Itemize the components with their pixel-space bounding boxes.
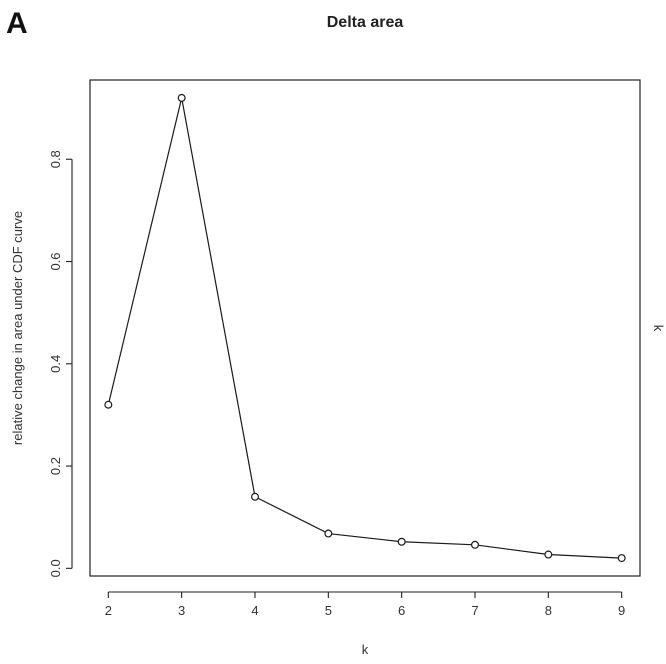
data-point xyxy=(471,540,480,549)
data-point xyxy=(324,529,333,538)
y-tick-label: 0.0 xyxy=(48,559,63,577)
data-point xyxy=(104,400,113,409)
x-axis: 2 3 4 5 6 7 8 9 xyxy=(105,591,625,618)
data-points xyxy=(104,93,626,563)
x-tick-label: 3 xyxy=(178,603,185,618)
x-tick-label: 6 xyxy=(398,603,405,618)
panel-label: A xyxy=(6,7,28,40)
data-point xyxy=(177,93,186,102)
x-tick-label: 7 xyxy=(471,603,478,618)
y-axis: 0.0 0.2 0.4 0.6 0.8 xyxy=(48,150,73,577)
x-tick-label: 2 xyxy=(105,603,112,618)
data-point xyxy=(251,492,260,501)
y-axis-label: relative change in area under CDF curve xyxy=(10,211,25,445)
y-tick-label: 0.8 xyxy=(48,150,63,168)
right-axis-label: k xyxy=(651,325,666,332)
y-tick-label: 0.4 xyxy=(48,355,63,373)
y-tick-label: 0.6 xyxy=(48,252,63,270)
series-line xyxy=(107,97,622,559)
plot-frame xyxy=(89,79,641,577)
x-tick-label: 4 xyxy=(251,603,258,618)
data-point xyxy=(544,550,553,559)
chart-title: Delta area xyxy=(327,14,404,31)
x-axis-label: k xyxy=(362,642,369,657)
x-tick-label: 9 xyxy=(618,603,625,618)
x-tick-label: 8 xyxy=(545,603,552,618)
data-point xyxy=(397,537,406,546)
data-point xyxy=(617,554,626,563)
x-tick-label: 5 xyxy=(325,603,332,618)
y-tick-label: 0.2 xyxy=(48,457,63,475)
